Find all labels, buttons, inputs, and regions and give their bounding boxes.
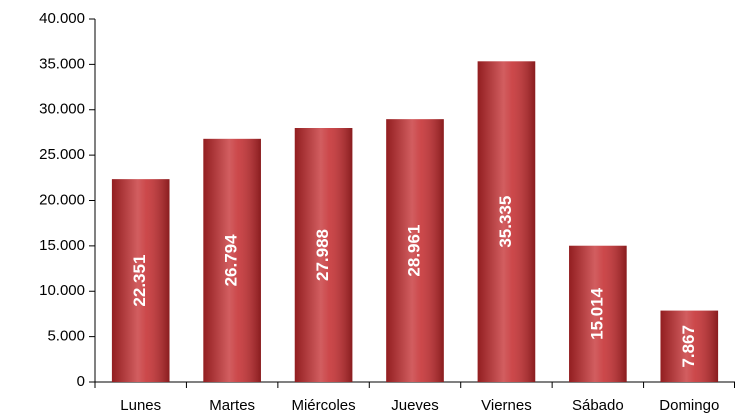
y-tick-label: 20.000 <box>39 191 85 208</box>
bar-shine <box>386 119 444 382</box>
value-label: 35.335 <box>496 196 515 248</box>
bar-shine <box>569 245 627 382</box>
bar-shine <box>294 128 353 382</box>
value-label: 7.867 <box>679 325 698 368</box>
y-tick-label: 25.000 <box>39 146 85 163</box>
value-label: 15.014 <box>587 287 606 340</box>
x-tick-label: Lunes <box>120 397 161 414</box>
value-label: 22.351 <box>130 255 149 307</box>
x-tick-label: Viernes <box>481 397 532 414</box>
y-tick-label: 5.000 <box>47 328 85 345</box>
value-label: 28.961 <box>404 225 423 277</box>
y-tick-label: 15.000 <box>39 237 85 254</box>
x-tick-label: Martes <box>209 397 255 414</box>
y-tick-label: 30.000 <box>39 101 85 118</box>
x-tick-label: Sábado <box>572 397 624 414</box>
x-tick-label: Miércoles <box>291 397 355 414</box>
x-tick-label: Domingo <box>659 397 719 414</box>
y-tick-label: 40.000 <box>39 10 85 27</box>
bar-shine <box>660 310 719 382</box>
y-tick-label: 0 <box>77 373 85 390</box>
value-label: 27.988 <box>313 229 332 281</box>
y-tick-label: 10.000 <box>39 282 85 299</box>
value-label: 26.794 <box>222 234 241 287</box>
bar-shine <box>111 179 170 382</box>
bar-shine <box>203 138 261 382</box>
y-tick-label: 35.000 <box>39 55 85 72</box>
bar-shine <box>477 61 536 383</box>
x-tick-label: Jueves <box>391 397 439 414</box>
